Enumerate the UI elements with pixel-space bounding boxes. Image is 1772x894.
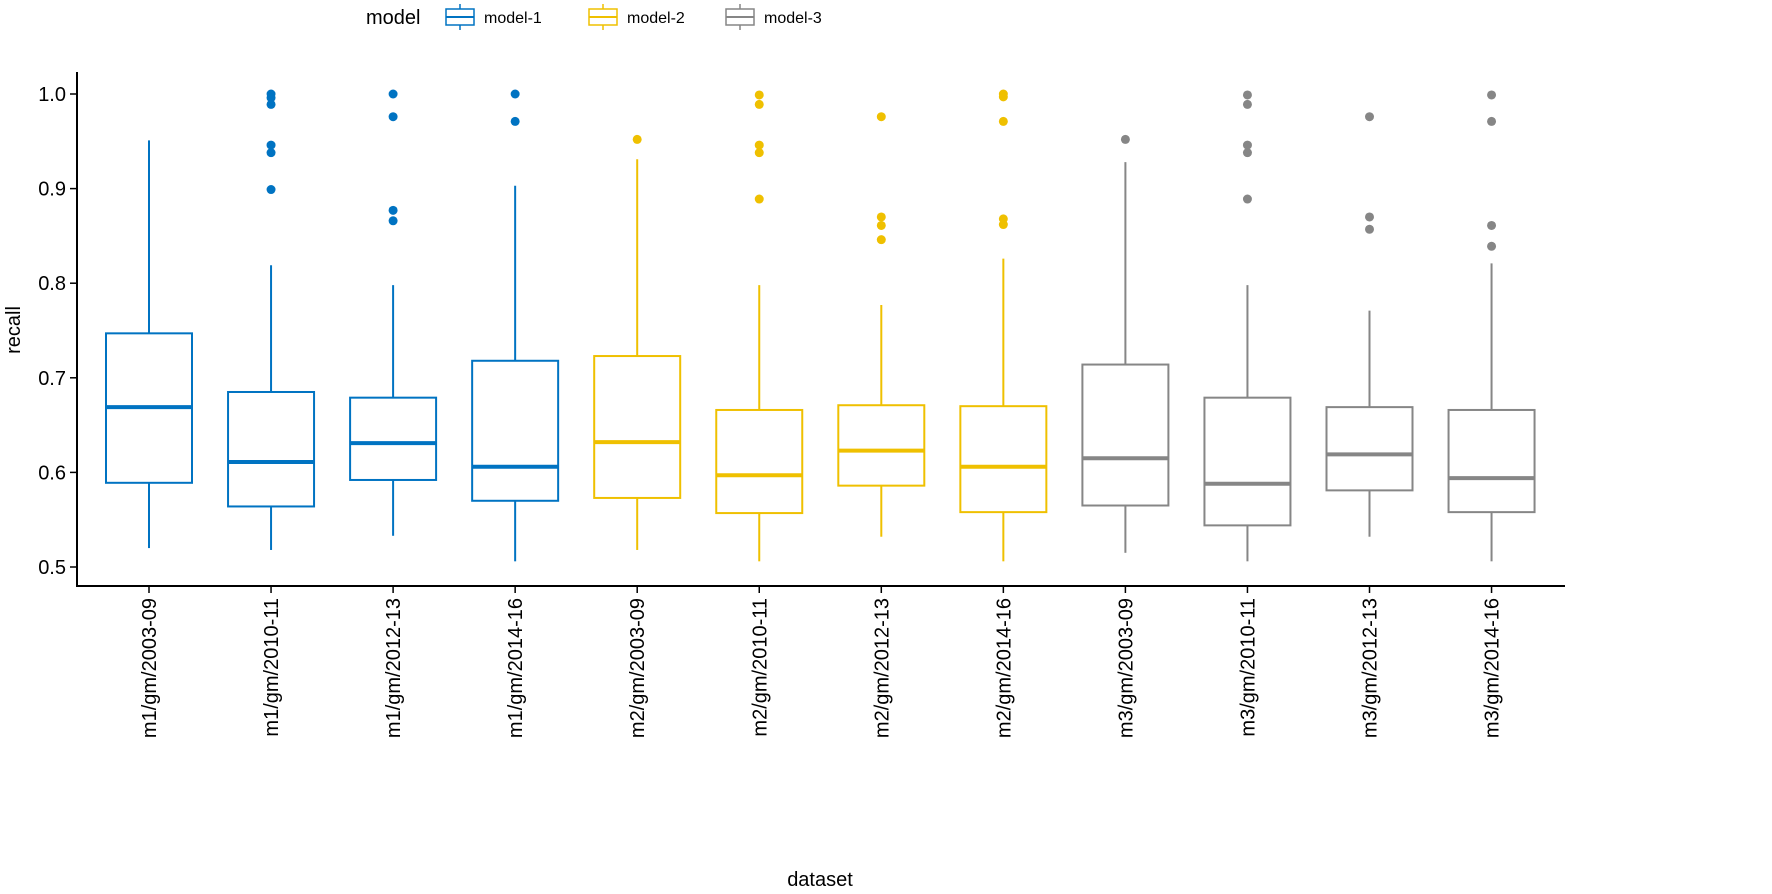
outlier-point: [1487, 241, 1497, 251]
outlier-point: [510, 89, 520, 99]
outlier-point: [876, 220, 886, 230]
box-iqr: [837, 404, 926, 487]
outlier-point: [754, 148, 764, 158]
y-tick-label: 1.0: [38, 84, 66, 106]
outlier-point: [1487, 220, 1497, 230]
box-iqr: [227, 390, 316, 508]
box-iqr: [593, 355, 682, 499]
box-m2/gm/2010-11: [715, 90, 804, 562]
outlier-point: [754, 140, 764, 150]
outlier-point: [1242, 140, 1252, 150]
outlier-point: [1242, 99, 1252, 109]
outlier-point: [266, 93, 276, 103]
outlier-point: [754, 90, 764, 100]
box-m1/gm/2012-13: [349, 89, 438, 536]
outlier-point: [388, 216, 398, 226]
outlier-point: [266, 148, 276, 158]
box-iqr: [471, 359, 560, 502]
legend-label: model-1: [484, 10, 542, 27]
legend: model model-1 model-2 model-3: [366, 4, 822, 30]
x-tick-label: m2/gm/2014-16: [993, 598, 1015, 738]
box-m3/gm/2010-11: [1203, 90, 1292, 562]
box-m3/gm/2003-09: [1081, 134, 1170, 553]
outlier-point: [1242, 194, 1252, 204]
x-tick-label: m3/gm/2012-13: [1360, 598, 1382, 738]
legend-label: model-2: [627, 10, 685, 27]
outlier-point: [998, 220, 1008, 230]
outlier-point: [754, 99, 764, 109]
x-tick-label: m1/gm/2003-09: [139, 598, 161, 738]
legend-item-model-3: model-3: [725, 4, 822, 30]
box-m1/gm/2003-09: [105, 140, 193, 549]
box-m3/gm/2012-13: [1325, 112, 1414, 537]
x-tick-label: m2/gm/2012-13: [871, 598, 893, 738]
y-tick-label: 0.6: [38, 462, 66, 484]
outlier-point: [632, 134, 642, 144]
outlier-point: [388, 205, 398, 215]
outlier-point: [388, 89, 398, 99]
y-tick-label: 0.5: [38, 557, 66, 579]
x-tick-label: m3/gm/2003-09: [1115, 598, 1137, 738]
y-axis-label: recall: [3, 306, 25, 354]
box-iqr: [1447, 408, 1536, 514]
x-tick-label: m3/gm/2014-16: [1482, 598, 1504, 738]
outlier-point: [998, 92, 1008, 102]
x-tick-label: m2/gm/2003-09: [627, 598, 649, 738]
outlier-point: [1487, 90, 1497, 100]
x-tick-label: m1/gm/2010-11: [261, 598, 283, 737]
x-axis-label: dataset: [787, 869, 853, 891]
outlier-point: [1120, 134, 1130, 144]
box-m2/gm/2003-09: [593, 134, 682, 550]
outlier-point: [1242, 90, 1252, 100]
outlier-point: [510, 116, 520, 126]
box-m2/gm/2014-16: [959, 89, 1048, 562]
box-m1/gm/2010-11: [227, 89, 316, 550]
box-iqr: [349, 396, 438, 481]
box-iqr: [959, 405, 1048, 514]
outlier-point: [876, 235, 886, 245]
legend-item-model-2: model-2: [588, 4, 685, 30]
outlier-point: [1365, 112, 1374, 122]
x-tick-label: m3/gm/2010-11: [1237, 598, 1259, 737]
x-tick-label: m1/gm/2014-16: [505, 598, 527, 738]
legend-label: model-3: [764, 10, 822, 27]
box-iqr: [1203, 396, 1292, 527]
box-iqr: [1081, 363, 1170, 507]
outlier-point: [1242, 148, 1252, 158]
box-m3/gm/2014-16: [1447, 90, 1536, 562]
box-iqr: [1325, 406, 1414, 492]
legend-title: model: [366, 7, 420, 29]
outlier-point: [388, 112, 398, 122]
box-iqr: [715, 408, 804, 515]
outlier-point: [876, 112, 886, 122]
outlier-point: [998, 116, 1008, 126]
x-tick-label: m1/gm/2012-13: [383, 598, 405, 738]
x-tick-label: m2/gm/2010-11: [749, 598, 771, 737]
outlier-point: [266, 185, 276, 195]
outlier-point: [1487, 116, 1497, 126]
y-tick-label: 0.9: [38, 179, 66, 201]
y-tick-label: 0.8: [38, 273, 66, 295]
outlier-point: [754, 194, 764, 204]
box-m2/gm/2012-13: [837, 112, 926, 537]
box-m1/gm/2014-16: [471, 89, 560, 562]
outlier-point: [876, 212, 886, 222]
outlier-point: [1365, 224, 1374, 234]
outlier-point: [266, 99, 276, 109]
legend-item-model-1: model-1: [445, 4, 542, 30]
y-tick-label: 0.7: [38, 368, 66, 390]
outlier-point: [266, 140, 276, 150]
outlier-point: [1365, 212, 1374, 222]
